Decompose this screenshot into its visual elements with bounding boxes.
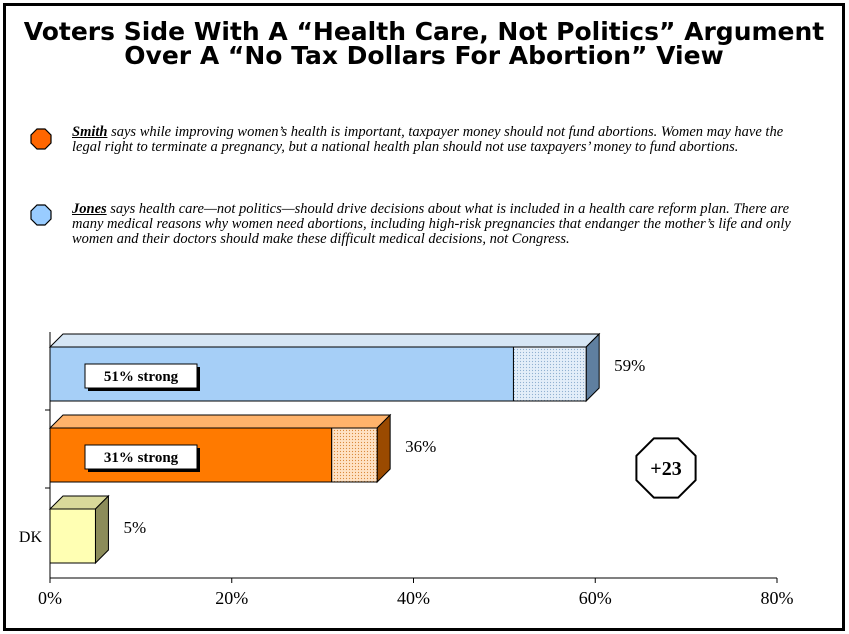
x-tick-label-4: 80% (761, 588, 794, 608)
bar-other-1 (331, 427, 378, 483)
margin-annotation: +23 (650, 458, 681, 480)
x-tick-label-3: 60% (579, 588, 612, 608)
category-label-2: DK (19, 529, 43, 546)
bar-top-1 (48, 414, 392, 429)
bar-value-label-1: 36% (405, 437, 436, 456)
margin-badge (635, 437, 697, 499)
strong-label-1: 31% strong (104, 450, 179, 466)
bar-top-0 (48, 333, 601, 348)
smith-text: says while improving women’s health is i… (72, 124, 784, 155)
bar-value-label-2: 5% (123, 518, 146, 537)
chart-frame: Voters Side With A “Health Care, Not Pol… (3, 3, 845, 631)
bar-other-0 (512, 346, 587, 402)
smith-name: Smith (72, 124, 108, 140)
bar-value-label-0: 59% (614, 356, 645, 375)
strong-label-0: 51% strong (104, 369, 179, 385)
jones-text: says health care—not politics—should dri… (72, 201, 791, 247)
jones-bullet-icon (30, 204, 52, 226)
title-line-1: Voters Side With A “Health Care, Not Pol… (23, 17, 825, 46)
jones-name: Jones (72, 201, 107, 217)
smith-statement: Smith says while improving women’s healt… (72, 125, 812, 155)
x-tick-label-1: 20% (215, 588, 248, 608)
strong-box-1 (84, 444, 198, 470)
bar-strong-2 (49, 508, 96, 564)
bar-strong-0 (49, 346, 514, 402)
bar-chart: 0% 20% 40% 60% 80% 59% 51% strong 36% 31% strong… (19, 332, 794, 608)
x-tick-label-0: 0% (38, 588, 62, 608)
x-tick-label-2: 40% (397, 588, 430, 608)
smith-bullet-icon (30, 128, 52, 150)
jones-statement: Jones says health care—not politics—shou… (72, 202, 812, 247)
chart-title: Voters Side With A “Health Care, Not Pol… (6, 17, 842, 70)
title-line-2: Over A “No Tax Dollars For Abortion” Vie… (124, 41, 724, 70)
strong-box-0 (84, 363, 198, 389)
